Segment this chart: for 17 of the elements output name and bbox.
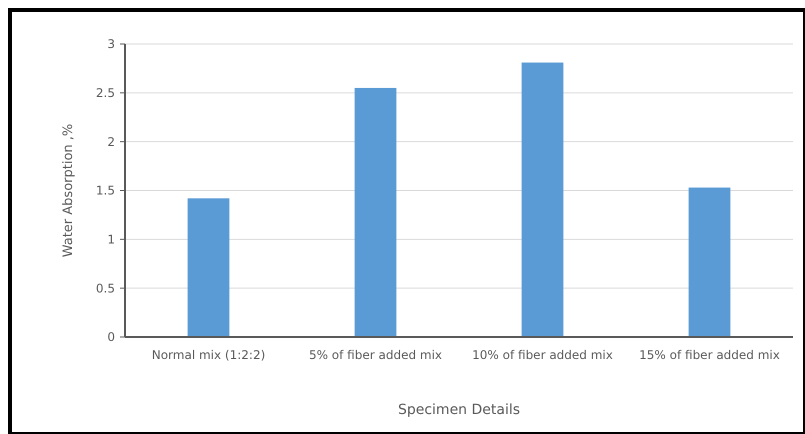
bar [354, 88, 396, 337]
y-tick-label: 3 [107, 37, 115, 52]
x-tick-label: Normal mix (1:2:2) [152, 348, 266, 362]
y-tick-label: 1.5 [96, 184, 115, 198]
y-tick-label: 1 [107, 232, 115, 247]
x-tick-label: 15% of fiber added mix [639, 348, 780, 362]
x-tick-label: 10% of fiber added mix [472, 348, 613, 362]
x-axis-title: Specimen Details [398, 402, 520, 418]
y-tick-label: 2.5 [96, 86, 115, 100]
x-tick-label: 5% of fiber added mix [308, 348, 442, 362]
bar [188, 198, 230, 337]
bar [688, 188, 730, 337]
y-axis-title: Water Absorption ,% [61, 124, 76, 258]
y-tick-label: 2 [107, 134, 115, 149]
bar [522, 62, 564, 337]
y-tick-label: 0 [107, 330, 115, 344]
y-tick-label: 0.5 [96, 281, 115, 296]
